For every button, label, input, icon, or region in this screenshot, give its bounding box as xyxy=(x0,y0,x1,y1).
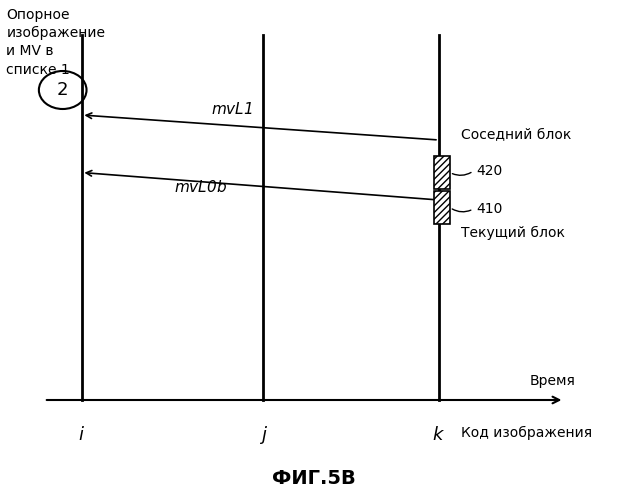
Text: 410: 410 xyxy=(477,202,503,216)
Text: Время: Время xyxy=(530,374,576,388)
Text: $mv$L1: $mv$L1 xyxy=(211,102,253,117)
Text: Опорное
изображение
и MV в
списке 1: Опорное изображение и MV в списке 1 xyxy=(6,8,105,77)
Text: 2: 2 xyxy=(57,81,68,99)
Text: $i$: $i$ xyxy=(78,426,85,444)
Text: $mv$L0$b$: $mv$L0$b$ xyxy=(174,178,227,194)
Text: 420: 420 xyxy=(477,164,503,178)
Bar xyxy=(434,156,450,188)
Text: $j$: $j$ xyxy=(259,424,268,446)
Text: $k$: $k$ xyxy=(433,426,445,444)
Text: Соседний блок: Соседний блок xyxy=(461,128,571,142)
Text: Код изображения: Код изображения xyxy=(461,426,592,440)
Text: Текущий блок: Текущий блок xyxy=(461,226,565,239)
Text: ФИГ.5В: ФИГ.5В xyxy=(271,468,356,487)
Bar xyxy=(434,191,450,224)
